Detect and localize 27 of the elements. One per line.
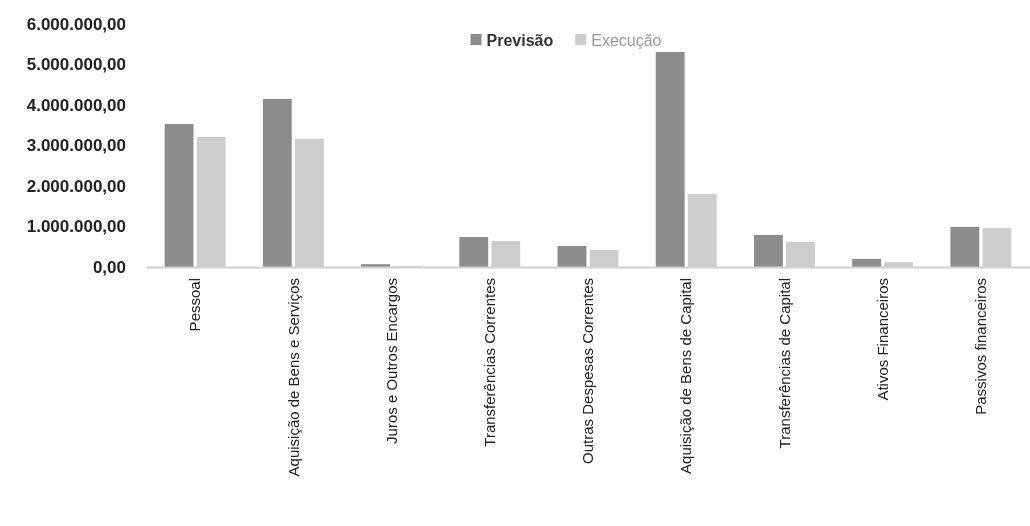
y-tick-label: 2.000.000,00 — [26, 176, 126, 196]
bar — [655, 51, 685, 267]
bar — [459, 237, 489, 267]
x-tick-label: Passivos financeiros — [972, 278, 990, 415]
y-tick-label: 3.000.000,00 — [26, 136, 126, 156]
y-tick-label: 1.000.000,00 — [26, 217, 126, 237]
legend-label: Execução — [591, 31, 662, 49]
bar — [557, 245, 587, 267]
bar — [950, 226, 980, 267]
x-tick-label: Pessoal — [186, 278, 204, 332]
bar — [852, 258, 882, 267]
bar — [754, 235, 783, 267]
x-tick-label: Transferências Correntes — [481, 278, 499, 447]
x-tick-label: Ativos Financeiros — [873, 278, 891, 401]
y-tick-label: 6.000.000,00 — [26, 14, 126, 34]
y-tick-label: 4.000.000,00 — [26, 95, 126, 115]
bar — [164, 124, 194, 267]
y-tick-label: 0,00 — [92, 257, 126, 277]
x-tick-label: Aquisição de Bens e Serviços — [284, 278, 302, 477]
x-tick-label: Juros e Outros Encargos — [382, 278, 400, 444]
legend-label: Previsão — [486, 31, 554, 49]
x-tick-label: Transferências de Capital — [775, 278, 793, 449]
x-tick-label: Outras Despesas Correntes — [579, 278, 597, 464]
bar — [361, 264, 390, 267]
x-tick-label: Aquisição de Bens de Capital — [677, 278, 695, 474]
bar — [262, 98, 292, 267]
y-tick-label: 5.000.000,00 — [26, 55, 126, 75]
